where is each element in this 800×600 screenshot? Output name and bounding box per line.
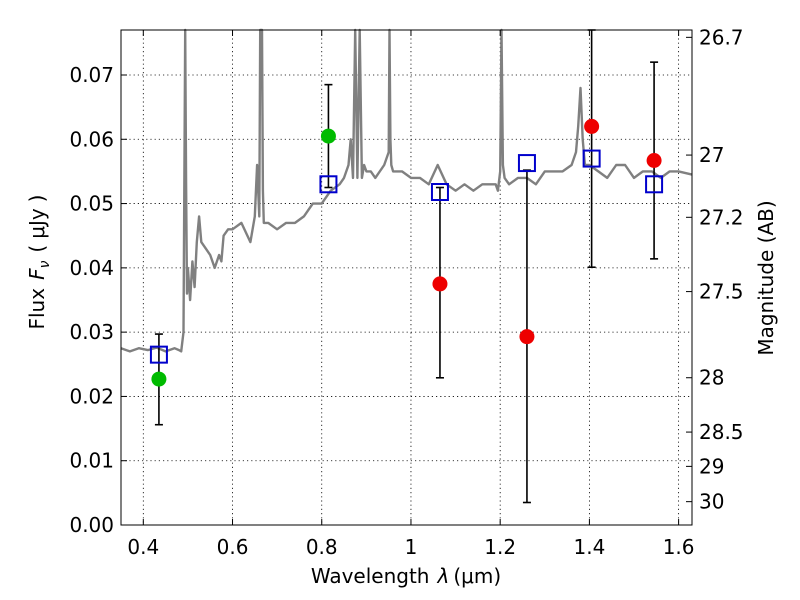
y-tick-label: 0.06 [69,127,114,151]
data-point-square [319,175,338,194]
data-point-square [149,345,168,364]
x-tick-label: 1.4 [573,535,605,559]
x-tick-label: 0.4 [127,535,159,559]
data-point-square [582,149,601,168]
y-axis-symbol-sub: ν [37,260,53,268]
data-point-square [517,154,536,173]
y-tick-label: 0.00 [69,513,114,537]
y2-tick-label: 30 [699,490,724,514]
spectrum-layer [120,28,693,353]
y2-tick-label: 27 [699,143,724,167]
y-tick-label: 0.02 [69,384,114,408]
data-point-circle [432,276,448,292]
data-point-circle [646,153,662,168]
data-point-circle [320,128,336,144]
data-point-circle [151,371,167,387]
y2-tick-labels: 26.7 27 27.2 27.5 28 28.5 29 30 [699,25,744,513]
y2-axis-label: Magnitude (AB) [754,200,778,355]
data-point-circle [519,329,535,345]
y-tick-label: 0.04 [69,256,114,280]
x-axis-unit: (μm) [453,564,501,588]
y-axis-symbol: F [25,268,49,280]
y-tick-label: 0.03 [69,320,114,344]
y-tick-labels: 0.00 0.01 0.02 0.03 0.04 0.05 0.06 0.07 [69,63,114,537]
y2-tick-label: 28 [699,366,724,390]
x-tick-label: 1 [405,535,418,559]
y-axis-label-text: Flux [25,288,49,330]
plot-frame [120,29,693,526]
errorbar-layer [154,29,659,504]
x-tick-label: 1.6 [663,535,695,559]
data-point-circle [584,118,600,134]
spectrum-line [120,28,693,353]
y-tick-label: 0.07 [69,63,114,87]
x-tick-label: 1.2 [484,535,516,559]
y-axis-unit-close: ) [25,194,49,202]
x-tick-label: 0.6 [217,535,249,559]
data-point-square [430,183,449,201]
gridlines [121,30,692,525]
x-tick-label: 0.8 [306,535,338,559]
x-axis-label-text: Wavelength [311,564,430,588]
y2-tick-label: 29 [699,454,724,478]
x-axis-symbol: λ [437,564,450,588]
y2-tick-label: 27.5 [699,280,744,304]
x-tick-labels: 0.4 0.6 0.8 1 1.2 1.4 1.6 [127,535,694,559]
y2-tick-label: 26.7 [699,25,744,49]
y2-tick-label: 28.5 [699,420,744,444]
y-axis-label: Flux Fν ( μJy) [25,194,53,329]
y-axis-unit-open: ( [25,245,49,253]
y-axis-unit: μJy [25,208,49,239]
y-tick-label: 0.01 [69,449,114,473]
tick-marks [121,30,692,526]
y2-tick-label: 27.2 [699,205,744,229]
x-axis-label: Wavelength λ (μm) [311,564,501,588]
y-tick-label: 0.05 [69,192,114,216]
data-point-square [645,175,664,194]
marker-layer [149,118,664,387]
